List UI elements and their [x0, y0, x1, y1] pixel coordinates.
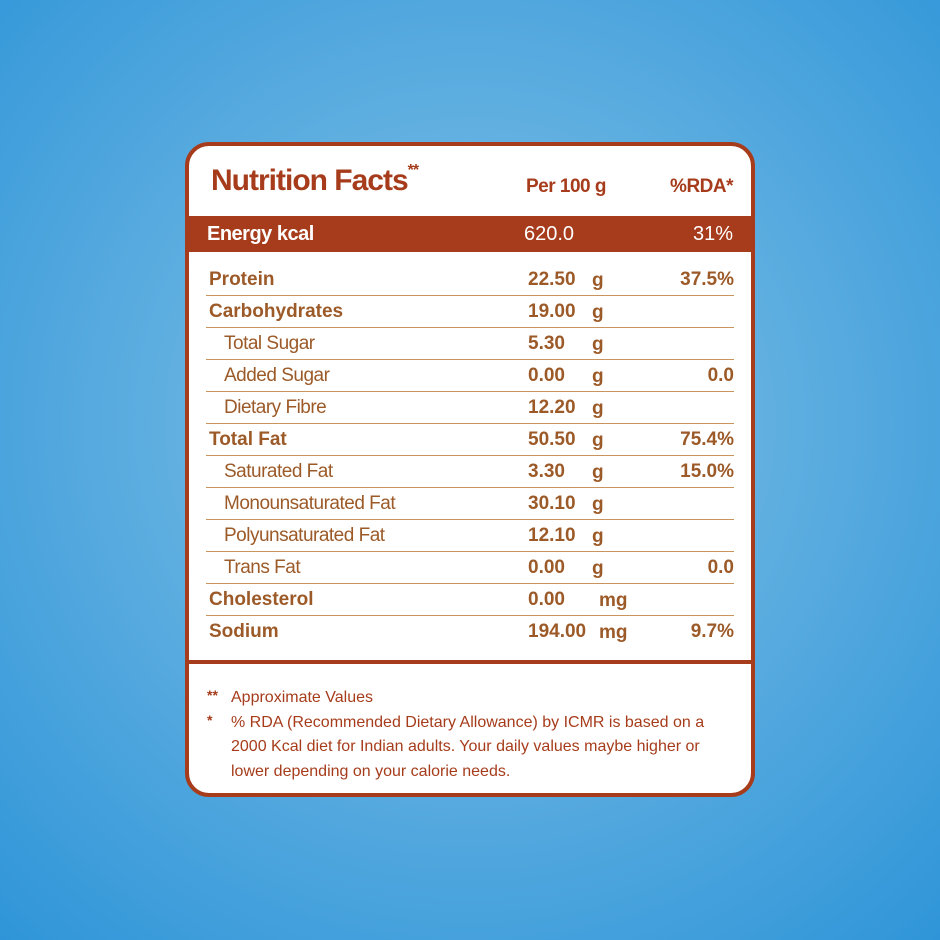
energy-label: Energy kcal	[207, 223, 314, 245]
nutrient-unit: g	[592, 558, 604, 579]
title-text: Nutrition Facts	[211, 164, 409, 197]
footnote-text: Approximate Values	[231, 689, 373, 706]
nutrient-value: 50.50	[528, 429, 576, 450]
nutrient-value: 194.00	[528, 621, 587, 642]
nutrient-label: Protein	[209, 269, 275, 290]
nutrient-label: Added Sugar	[224, 365, 330, 386]
nutrient-unit: g	[592, 334, 604, 355]
nutrient-value: 30.10	[528, 493, 576, 514]
nutrient-unit: g	[592, 494, 604, 515]
footnote: * % RDA (Recommended Dietary Allowance) b…	[207, 711, 731, 785]
nutrient-label: Carbohydrates	[209, 301, 344, 322]
footnotes: ** Approximate Values * % RDA (Recommended…	[207, 686, 731, 784]
table-row: Carbohydrates 19.00 g	[206, 296, 734, 328]
footer-divider	[189, 660, 751, 664]
nutrient-unit: g	[592, 430, 604, 451]
per-100g-header: Per 100 g	[526, 176, 607, 197]
table-row: Monounsaturated Fat 30.10 g	[206, 488, 734, 520]
nutrition-title: Nutrition Facts**	[211, 162, 419, 198]
rda-header: %RDA*	[670, 176, 733, 197]
nutrient-value: 3.30	[528, 461, 565, 482]
nutrient-value: 12.10	[528, 525, 576, 546]
nutrient-unit: g	[592, 398, 604, 419]
title-footnote-mark: **	[407, 162, 419, 179]
nutrient-label: Total Fat	[209, 429, 287, 450]
nutrient-unit: mg	[599, 590, 628, 611]
nutrient-label: Trans Fat	[224, 557, 301, 578]
footnote-mark: *	[207, 711, 213, 728]
nutrient-unit: g	[592, 302, 604, 323]
nutrient-value: 0.00	[528, 557, 565, 578]
nutrient-value: 0.00	[528, 589, 565, 610]
energy-value: 620.0	[524, 223, 575, 245]
energy-rda: 31%	[692, 223, 733, 245]
nutrient-label: Polyunsaturated Fat	[224, 525, 385, 546]
nutrient-rda: 15.0%	[680, 461, 734, 482]
nutrient-label: Monounsaturated Fat	[224, 493, 396, 514]
nutrient-label: Sodium	[209, 621, 279, 642]
nutrient-value: 12.20	[528, 397, 576, 418]
nutrient-value: 5.30	[528, 333, 565, 354]
nutrient-unit: mg	[599, 622, 628, 643]
nutrient-unit: g	[592, 366, 604, 387]
table-row: Total Sugar 5.30 g	[206, 328, 734, 360]
nutrient-label: Total Sugar	[224, 333, 315, 354]
nutrient-value: 22.50	[528, 269, 576, 290]
table-row: Total Fat 50.50 g 75.4%	[206, 424, 734, 456]
energy-row: Energy kcal 620.0 31%	[189, 216, 751, 252]
table-row: Polyunsaturated Fat 12.10 g	[206, 520, 734, 552]
nutrient-rda: 37.5%	[680, 269, 734, 290]
table-row: Sodium 194.00 mg 9.7%	[206, 616, 734, 652]
table-row: Trans Fat 0.00 g 0.0	[206, 552, 734, 584]
table-row: Saturated Fat 3.30 g 15.0%	[206, 456, 734, 488]
nutrition-facts-card: Nutrition Facts** Per 100 g %RDA* Energy…	[185, 142, 755, 797]
nutrient-table: Protein 22.50 g 37.5% Carbohydrates 19.00 g Tot…	[206, 264, 734, 652]
nutrient-label: Dietary Fibre	[224, 397, 327, 418]
table-row: Protein 22.50 g 37.5%	[206, 264, 734, 296]
table-row: Cholesterol 0.00 mg	[206, 584, 734, 616]
nutrient-label: Cholesterol	[209, 589, 314, 610]
nutrient-rda: 9.7%	[690, 621, 734, 642]
footnote: ** Approximate Values	[207, 686, 731, 711]
nutrient-rda: 75.4%	[680, 429, 734, 450]
footnote-mark: **	[207, 687, 218, 703]
table-row: Added Sugar 0.00 g 0.0	[206, 360, 734, 392]
nutrient-value: 0.00	[528, 365, 565, 386]
nutrient-rda: 0.0	[707, 557, 734, 578]
nutrient-unit: g	[592, 270, 604, 291]
footnote-text: % RDA (Recommended Dietary Allowance) by…	[231, 713, 705, 780]
nutrient-rda: 0.0	[707, 365, 734, 386]
table-row: Dietary Fibre 12.20 g	[206, 392, 734, 424]
nutrient-unit: g	[592, 526, 604, 547]
nutrient-value: 19.00	[528, 301, 576, 322]
nutrient-unit: g	[592, 462, 604, 483]
nutrient-label: Saturated Fat	[224, 461, 333, 482]
